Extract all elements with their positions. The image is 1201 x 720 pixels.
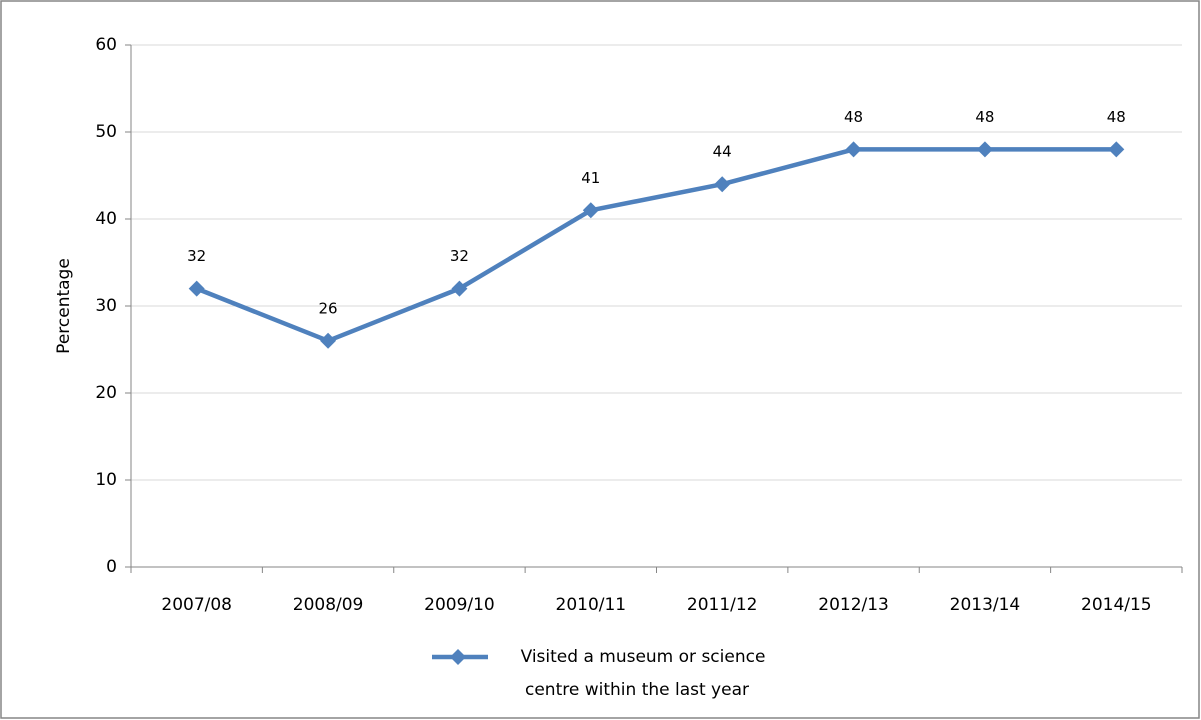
data-label: 48 bbox=[975, 108, 994, 126]
data-point bbox=[976, 141, 993, 158]
data-label: 41 bbox=[581, 169, 600, 187]
y-tick-label: 40 bbox=[95, 209, 117, 229]
data-label: 48 bbox=[1107, 108, 1126, 126]
data-point bbox=[582, 202, 599, 219]
data-label: 26 bbox=[319, 299, 338, 317]
data-point bbox=[845, 141, 862, 158]
data-label: 48 bbox=[844, 108, 863, 126]
y-tick-label: 50 bbox=[95, 122, 117, 142]
data-point bbox=[188, 280, 205, 297]
y-tick-label: 20 bbox=[95, 383, 117, 403]
data-point bbox=[1108, 141, 1125, 158]
data-point bbox=[451, 280, 468, 297]
x-tick-label: 2008/09 bbox=[293, 595, 364, 615]
y-tick-label: 0 bbox=[106, 557, 117, 577]
legend-label: Visited a museum or science centre within… bbox=[521, 647, 766, 700]
x-tick-label: 2009/10 bbox=[424, 595, 495, 615]
data-label: 32 bbox=[450, 247, 469, 265]
x-tick-label: 2007/08 bbox=[161, 595, 232, 615]
data-point bbox=[714, 176, 731, 193]
y-tick-label: 60 bbox=[95, 35, 117, 55]
data-point bbox=[320, 332, 337, 349]
y-axis-label: Percentage bbox=[54, 258, 74, 354]
data-label: 32 bbox=[187, 247, 206, 265]
legend-marker bbox=[450, 649, 466, 665]
y-tick-label: 30 bbox=[95, 296, 117, 316]
x-tick-label: 2013/14 bbox=[950, 595, 1021, 615]
x-tick-label: 2012/13 bbox=[818, 595, 889, 615]
series-line bbox=[195, 147, 1117, 344]
x-tick-label: 2014/15 bbox=[1081, 595, 1152, 615]
x-tick-label: 2010/11 bbox=[556, 595, 627, 615]
data-label: 44 bbox=[713, 143, 732, 161]
y-tick-label: 10 bbox=[95, 470, 117, 490]
x-tick-label: 2011/12 bbox=[687, 595, 758, 615]
